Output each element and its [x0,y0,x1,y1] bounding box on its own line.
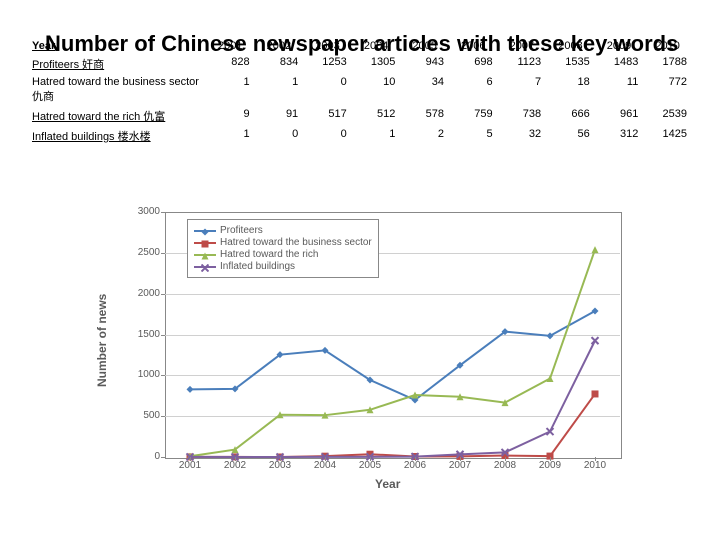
table-cell: 5 [452,126,501,146]
x-tick: 2008 [494,460,516,471]
row-label: Inflated buildings 楼水楼 [30,126,209,146]
y-tick: 0 [130,451,160,462]
x-tick: 2001 [179,460,201,471]
y-tick: 2500 [130,247,160,258]
page-title: Number of Chinese newspaper articles wit… [45,30,685,58]
legend-item: Inflated buildings [194,261,372,272]
table-cell: 759 [452,106,501,126]
row-label: Hatred toward the rich 仇富 [30,106,209,126]
table-cell: 10 [355,74,404,106]
table-row: Inflated buildings 楼水楼10012532563121425 [30,126,695,146]
x-tick: 2003 [269,460,291,471]
legend-item: Profiteers [194,225,372,236]
x-axis-label: Year [375,477,400,491]
x-tick: 2009 [539,460,561,471]
x-tick: 2004 [314,460,336,471]
table-cell: 56 [549,126,598,146]
table-row: Hatred toward the business sector 仇商1101… [30,74,695,106]
table-cell: 1 [355,126,404,146]
chart-legend: ProfiteersHatred toward the business sec… [187,219,379,278]
table-row: Hatred toward the rich 仇富991517512578759… [30,106,695,126]
table-cell: 666 [549,106,598,126]
x-tick: 2006 [404,460,426,471]
line-chart: Number of news Year ProfiteersHatred tow… [95,207,630,507]
table-cell: 1 [258,74,307,106]
y-tick: 3000 [130,206,160,217]
table-cell: 0 [306,74,355,106]
table-cell: 32 [501,126,550,146]
legend-item: Hatred toward the rich [194,249,372,260]
y-tick: 2000 [130,288,160,299]
table-cell: 1425 [646,126,695,146]
table-cell: 6 [452,74,501,106]
table-cell: 1 [209,126,258,146]
table-cell: 578 [403,106,452,126]
table-cell: 7 [501,74,550,106]
x-tick: 2007 [449,460,471,471]
table-cell: 738 [501,106,550,126]
table-cell: 517 [306,106,355,126]
table-cell: 11 [598,74,647,106]
x-tick: 2010 [584,460,606,471]
table-cell: 512 [355,106,404,126]
table-cell: 34 [403,74,452,106]
y-tick: 1000 [130,369,160,380]
table-cell: 772 [646,74,695,106]
table-cell: 18 [549,74,598,106]
table-cell: 0 [306,126,355,146]
table-cell: 961 [598,106,647,126]
table-cell: 2539 [646,106,695,126]
table-body: Profiteers 奸商828834125313059436981123153… [30,54,695,146]
table-cell: 312 [598,126,647,146]
y-tick: 1500 [130,329,160,340]
x-tick: 2005 [359,460,381,471]
table-cell: 91 [258,106,307,126]
y-tick: 500 [130,410,160,421]
table-cell: 0 [258,126,307,146]
row-label: Hatred toward the business sector 仇商 [30,74,209,106]
x-tick: 2002 [224,460,246,471]
table-cell: 2 [403,126,452,146]
table-cell: 1 [209,74,258,106]
legend-item: Hatred toward the business sector [194,237,372,248]
y-axis-label: Number of news [95,294,109,387]
table-cell: 9 [209,106,258,126]
